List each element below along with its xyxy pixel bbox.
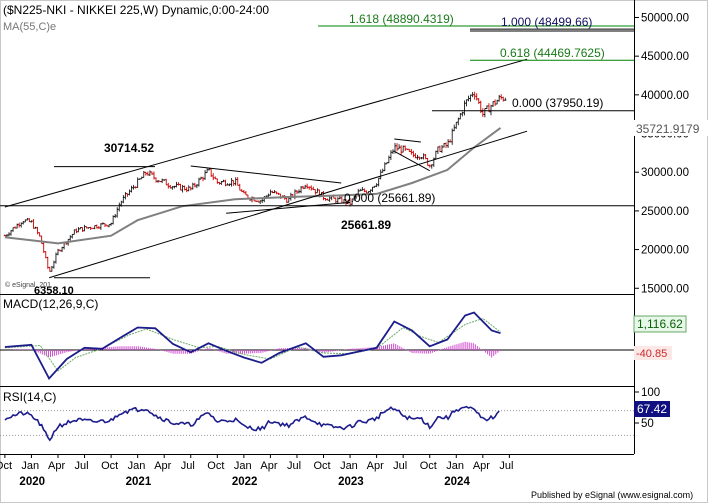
x-month-label: Oct	[101, 460, 118, 472]
x-month-label: Oct	[207, 460, 224, 472]
y-tick-label: 45000.00	[641, 51, 689, 63]
watermark: © eSignal, 201	[5, 281, 51, 289]
y-tick-label: 40000.00	[641, 90, 689, 102]
x-month-label: Jan	[128, 460, 146, 472]
x-month-label: Jul	[393, 460, 407, 472]
x-year-label: 2021	[126, 476, 152, 488]
footer-published: Published by eSignal (www.esignal.com)	[531, 490, 693, 500]
rsi-panel[interactable]	[0, 405, 634, 442]
fib-label: 1.000 (48499.66)	[501, 15, 592, 29]
x-month-label: Apr	[367, 460, 384, 472]
y-tick-label: 50000.00	[641, 12, 689, 24]
macd-value-tag: 1,116.62	[637, 317, 683, 331]
x-month-label: Jan	[340, 460, 358, 472]
macd-line	[4, 311, 501, 381]
macd-value-tag2: -40.85	[636, 348, 667, 360]
x-month-label: Jan	[21, 460, 39, 472]
rsi-y-tick-label: 100	[641, 387, 660, 399]
price-panel[interactable]: 30714.52 25661.89 1.618 (48890.4319) 1.000 …	[0, 12, 634, 279]
x-year-label: 2022	[232, 476, 258, 488]
x-month-label: Apr	[260, 460, 277, 472]
macd-value-tag-box	[633, 315, 687, 333]
ma-tag-box	[634, 119, 708, 136]
trendline-triangle-top	[190, 165, 342, 184]
x-year-label: 2020	[19, 476, 45, 488]
trendlines	[4, 58, 528, 279]
x-month-label: Apr	[473, 460, 490, 472]
x-month-label: Jul	[75, 460, 89, 472]
rsi-y-tick-label: 50	[641, 418, 654, 430]
fib-levels: 1.618 (48890.4319) 1.000 (48499.66) 0.618 …	[0, 12, 634, 207]
fib-label: 0.000 (37950.19)	[512, 96, 603, 110]
peak-2021-label: 30714.52	[104, 141, 154, 155]
x-month-label: Apr	[48, 460, 65, 472]
macd-value-tag2-box	[634, 346, 672, 360]
x-year-label: 2023	[338, 476, 364, 488]
y-tick-label: 30000.00	[641, 167, 689, 179]
macd-panel[interactable]	[0, 311, 634, 381]
trendline-lower-channel	[48, 130, 528, 279]
fib-label: 1.618 (48890.4319)	[349, 12, 454, 26]
rsi-value-tag-box	[634, 401, 670, 417]
fib-label: 0.618 (44469.7625)	[500, 46, 605, 60]
trendline-upper-channel	[4, 58, 528, 208]
x-year-label: 2024	[444, 476, 470, 488]
x-month-label: Oct	[0, 460, 12, 472]
y-tick-label: 15000.00	[641, 283, 689, 295]
x-month-label: Oct	[314, 460, 331, 472]
trendline-flag-bottom	[394, 150, 430, 172]
x-month-label: Jan	[446, 460, 464, 472]
x-month-label: Apr	[154, 460, 171, 472]
x-month-label: Jul	[287, 460, 301, 472]
rsi-value-tag: 67.42	[637, 402, 667, 416]
fib-label: 0.000 (25661.89)	[344, 191, 435, 205]
y-tick-label: 25000.00	[641, 206, 689, 218]
ma-label: MA(55,C)e	[3, 21, 56, 33]
price-title: ($N225-NKI - NIKKEI 225,W) Dynamic,0:00-…	[3, 3, 269, 17]
hidden-low-label: 6358.10	[34, 285, 74, 297]
ma-tag-label: 35721.9179	[636, 122, 700, 136]
rsi-title: RSI(14,C)	[3, 390, 56, 404]
ma55-line	[4, 127, 502, 245]
x-month-label: Jan	[234, 460, 252, 472]
trendline-flag-top	[394, 138, 421, 143]
y-tick-label: 20000.00	[641, 245, 689, 257]
low-2023-label: 25661.89	[341, 218, 391, 232]
axes: 15000.0020000.0025000.0030000.0035000.00…	[0, 0, 708, 488]
macd-title: MACD(12,26,9,C)	[3, 297, 98, 311]
rsi-line	[4, 405, 500, 442]
trendline-triangle-bottom	[226, 201, 351, 214]
x-month-label: Jul	[181, 460, 195, 472]
x-month-label: Oct	[420, 460, 437, 472]
x-month-label: Jul	[499, 460, 513, 472]
macd-signal-line	[4, 317, 501, 372]
